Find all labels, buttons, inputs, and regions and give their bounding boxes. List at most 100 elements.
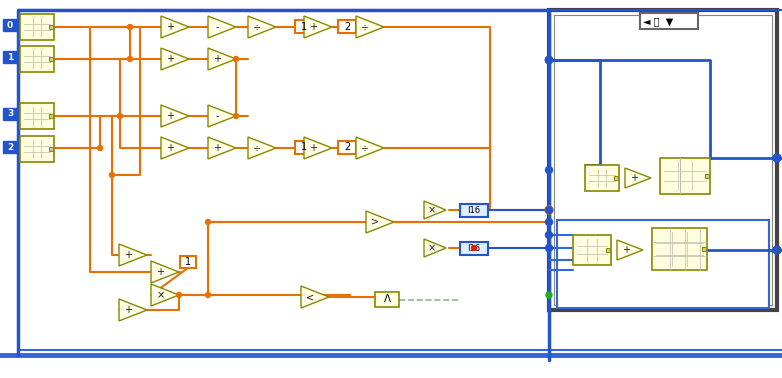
Text: +: + — [622, 245, 630, 255]
Circle shape — [472, 245, 476, 251]
Bar — [557, 220, 769, 308]
Circle shape — [546, 207, 552, 213]
Circle shape — [177, 293, 181, 297]
Polygon shape — [424, 239, 446, 257]
Text: <: < — [307, 292, 314, 302]
Circle shape — [109, 172, 114, 178]
Polygon shape — [208, 137, 236, 159]
Text: +: + — [213, 143, 221, 153]
Bar — [680, 158, 681, 194]
Circle shape — [546, 206, 553, 214]
Bar — [705, 174, 709, 178]
Text: ×: × — [427, 243, 436, 253]
Polygon shape — [208, 16, 236, 38]
Text: I16: I16 — [468, 244, 481, 253]
Bar — [295, 20, 313, 33]
Circle shape — [117, 113, 123, 118]
Bar — [702, 247, 706, 251]
Polygon shape — [161, 48, 189, 70]
Polygon shape — [356, 137, 384, 159]
Bar — [49, 114, 53, 118]
Polygon shape — [151, 261, 179, 283]
Bar — [180, 256, 196, 268]
Circle shape — [546, 292, 552, 298]
Bar — [640, 13, 698, 29]
Polygon shape — [248, 137, 276, 159]
Bar — [573, 235, 611, 265]
Polygon shape — [304, 137, 332, 159]
Polygon shape — [208, 48, 236, 70]
Circle shape — [206, 293, 210, 297]
Polygon shape — [248, 16, 276, 38]
Bar — [375, 292, 399, 307]
Text: 2: 2 — [7, 143, 13, 152]
Bar — [3, 108, 17, 120]
Polygon shape — [301, 286, 329, 308]
Bar — [3, 19, 17, 31]
Circle shape — [773, 246, 781, 254]
Text: 3: 3 — [7, 110, 13, 118]
Circle shape — [206, 220, 210, 225]
Bar — [338, 141, 356, 154]
Text: +: + — [167, 111, 174, 121]
Circle shape — [546, 245, 553, 251]
Text: -: - — [216, 22, 219, 32]
Polygon shape — [208, 105, 236, 127]
Bar — [660, 158, 710, 194]
Text: 1: 1 — [185, 257, 191, 267]
Text: ◄ 참  ▼: ◄ 참 ▼ — [643, 16, 673, 26]
Text: 2: 2 — [344, 22, 350, 31]
Polygon shape — [161, 16, 189, 38]
Text: 2: 2 — [344, 143, 350, 152]
Polygon shape — [424, 201, 446, 219]
Text: 1: 1 — [301, 143, 307, 152]
Polygon shape — [625, 168, 651, 188]
Bar — [460, 242, 488, 255]
Polygon shape — [151, 284, 179, 306]
Circle shape — [234, 113, 239, 118]
Polygon shape — [304, 16, 332, 38]
Text: ÷: ÷ — [361, 22, 369, 32]
Text: Λ: Λ — [383, 294, 390, 305]
Bar — [554, 15, 772, 305]
Text: +: + — [310, 143, 317, 153]
Circle shape — [127, 25, 132, 29]
Circle shape — [234, 56, 239, 62]
Text: +: + — [167, 143, 174, 153]
Circle shape — [127, 56, 132, 62]
Text: +: + — [167, 22, 174, 32]
Bar — [460, 204, 488, 217]
Bar — [3, 51, 17, 63]
Bar — [614, 176, 618, 180]
Text: 1: 1 — [7, 53, 13, 62]
Circle shape — [546, 56, 553, 64]
Circle shape — [546, 56, 553, 64]
Circle shape — [545, 206, 553, 214]
Polygon shape — [119, 299, 147, 321]
Bar — [49, 57, 53, 61]
Text: ÷: ÷ — [361, 143, 369, 153]
Text: ×: × — [427, 205, 436, 215]
Text: ÷: ÷ — [253, 22, 261, 32]
Text: 1: 1 — [301, 22, 307, 31]
Bar — [585, 165, 619, 191]
Text: +: + — [167, 54, 174, 64]
Polygon shape — [161, 105, 189, 127]
Bar — [49, 25, 53, 29]
Bar — [295, 141, 313, 154]
Text: +: + — [124, 250, 132, 260]
Text: -: - — [216, 111, 219, 121]
Polygon shape — [617, 240, 643, 260]
Polygon shape — [366, 211, 394, 233]
Bar — [338, 20, 356, 33]
Bar — [20, 46, 54, 72]
Circle shape — [546, 231, 553, 239]
Bar — [3, 141, 17, 153]
Text: I16: I16 — [468, 206, 481, 215]
Circle shape — [546, 218, 553, 226]
Bar — [606, 248, 610, 252]
Bar — [652, 228, 707, 270]
Bar — [549, 10, 777, 310]
Circle shape — [546, 166, 553, 174]
Polygon shape — [356, 16, 384, 38]
